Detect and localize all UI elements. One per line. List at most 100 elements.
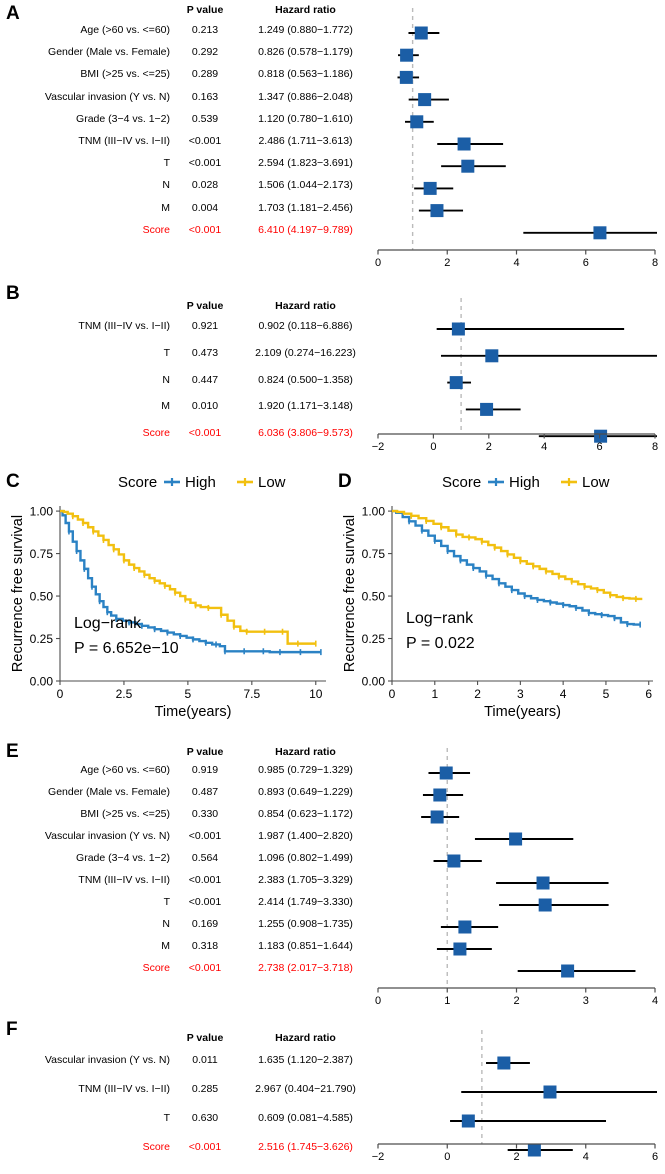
forest-row-marker bbox=[496, 876, 609, 890]
row-p-value: <0.001 bbox=[188, 874, 222, 886]
row-p-value: 0.919 bbox=[191, 764, 219, 776]
row-hazard-ratio: 1.920 (1.171−3.148) bbox=[258, 400, 353, 413]
x-axis-tick-label: 0 bbox=[444, 1151, 450, 1163]
forest-row-marker bbox=[440, 920, 499, 934]
y-axis-tick-label: 0.25 bbox=[30, 632, 54, 646]
column-header-hazard-ratio: Hazard ratio bbox=[275, 300, 336, 312]
x-axis-tick-label: 2 bbox=[513, 995, 519, 1007]
y-axis-tick-label: 1.00 bbox=[30, 505, 54, 519]
row-p-value: 0.028 bbox=[191, 179, 219, 192]
row-p-value: 0.564 bbox=[191, 852, 219, 864]
row-p-value: <0.001 bbox=[188, 830, 222, 842]
table-row: N 0.447 0.824 (0.500−1.358) bbox=[0, 374, 375, 401]
row-p-value: 0.487 bbox=[191, 786, 219, 798]
point-estimate-marker bbox=[400, 48, 414, 62]
row-hazard-ratio: 0.826 (0.578−1.179) bbox=[258, 46, 353, 59]
forest-plot-svg: 0 1 2 3 4 bbox=[375, 748, 658, 1007]
row-p-value: 0.169 bbox=[191, 918, 219, 930]
point-estimate-marker bbox=[543, 1085, 557, 1099]
forest-row-marker bbox=[421, 810, 460, 824]
point-estimate-marker bbox=[414, 26, 428, 40]
row-hazard-ratio: 0.609 (0.081−4.585) bbox=[258, 1112, 353, 1124]
row-variable-label: Score bbox=[142, 962, 170, 974]
forest-row-marker bbox=[450, 1114, 607, 1128]
forest-row-marker bbox=[499, 898, 609, 912]
row-variable-label: Age (>60 vs. <=60) bbox=[80, 24, 170, 36]
table-row: N 0.028 1.506 (1.044−2.173) bbox=[0, 179, 375, 201]
forest-plot-svg: −2 0 2 4 6 8 bbox=[372, 298, 658, 453]
row-variable-label: BMI (>25 vs. <=25) bbox=[80, 808, 170, 820]
panel-a: A P value Hazard ratio Age (>60 vs. <=60) 0… bbox=[0, 0, 665, 280]
x-axis-tick-label: 2.5 bbox=[116, 687, 133, 701]
km-legend: Score High Low bbox=[118, 474, 286, 491]
row-hazard-ratio: 1.347 (0.886−2.048) bbox=[258, 90, 353, 103]
legend-item-label: High bbox=[185, 474, 216, 491]
km-censor-marks bbox=[410, 512, 637, 602]
row-hazard-ratio: 2.738 (2.017−3.718) bbox=[258, 962, 353, 974]
row-p-value: <0.001 bbox=[188, 135, 222, 147]
x-axis-title: Time(years) bbox=[155, 704, 232, 720]
row-variable-label: Grade (3−4 vs. 1−2) bbox=[76, 852, 170, 864]
x-axis-tick-label: 1 bbox=[431, 687, 438, 701]
x-axis-tick-label: 3 bbox=[517, 687, 524, 701]
row-variable-label: Score bbox=[142, 427, 170, 440]
point-estimate-marker bbox=[536, 876, 550, 890]
forest-row-marker bbox=[486, 1056, 530, 1070]
forest-row-marker bbox=[461, 1085, 657, 1099]
y-axis-tick-label: 1.00 bbox=[362, 505, 386, 519]
row-p-value: <0.001 bbox=[188, 896, 222, 908]
row-p-value: 0.330 bbox=[191, 808, 219, 820]
forest-row-marker bbox=[428, 766, 471, 780]
row-variable-label: M bbox=[161, 201, 170, 214]
row-hazard-ratio: 1.120 (0.780−1.610) bbox=[258, 112, 353, 125]
forest-row-marker bbox=[418, 204, 464, 218]
row-hazard-ratio: 1.096 (0.802−1.499) bbox=[258, 852, 353, 864]
row-variable-label: Age (>60 vs. <=60) bbox=[80, 764, 170, 776]
x-axis-tick-label: 4 bbox=[583, 1151, 589, 1163]
panel-a-letter: A bbox=[6, 3, 20, 24]
point-estimate-marker bbox=[457, 137, 471, 151]
row-variable-label: N bbox=[162, 373, 170, 386]
panel-c-km-plot: Score High Low 0.00 0.25 0.50 0.75 1.00 0 2.5 5 7.5… bbox=[8, 468, 338, 733]
forest-plot-svg: 0 2 4 6 8 bbox=[375, 8, 658, 269]
column-header-hazard-ratio: Hazard ratio bbox=[275, 4, 336, 16]
forest-row-marker bbox=[441, 159, 506, 173]
forest-row-marker bbox=[436, 322, 625, 336]
column-header-p-value: P value bbox=[186, 746, 224, 758]
x-axis-tick-label: 2 bbox=[444, 257, 450, 269]
forest-row-marker bbox=[433, 854, 482, 868]
row-p-value: 0.289 bbox=[191, 68, 219, 81]
km-censor-marks bbox=[71, 513, 317, 647]
table-header-row: P value Hazard ratio bbox=[0, 746, 375, 762]
point-estimate-marker bbox=[480, 402, 494, 416]
table-row: TNM (III−IV vs. I−II) 0.921 0.902 (0.118−6… bbox=[0, 320, 375, 347]
row-variable-label: TNM (III−IV vs. I−II) bbox=[78, 874, 170, 886]
x-axis-tick-label: 7.5 bbox=[243, 687, 260, 701]
row-variable-label: TNM (III−IV vs. I−II) bbox=[78, 320, 170, 332]
point-estimate-marker bbox=[430, 810, 444, 824]
row-p-value: 0.473 bbox=[191, 346, 219, 359]
x-axis-tick-label: 0 bbox=[430, 441, 436, 453]
table-row: Score <0.001 6.036 (3.806−9.573) bbox=[0, 427, 375, 454]
panel-d-km-plot: Score High Low 0.00 0.25 0.50 0.75 1.00 0 1 2 3 4 5 6 R… bbox=[340, 468, 665, 733]
row-hazard-ratio: 6.036 (3.806−9.573) bbox=[258, 427, 353, 440]
table-row: BMI (>25 vs. <=25) 0.330 0.854 (0.623−1.17… bbox=[0, 808, 375, 830]
row-variable-label: T bbox=[163, 346, 170, 359]
row-variable-label: T bbox=[163, 1112, 170, 1124]
point-estimate-marker bbox=[451, 322, 465, 336]
legend-title: Score bbox=[118, 474, 157, 491]
legend-item-label: High bbox=[509, 474, 540, 491]
row-hazard-ratio: 1.703 (1.181−2.456) bbox=[258, 201, 353, 214]
x-axis-tick-label: −2 bbox=[372, 441, 384, 453]
forest-row-marker bbox=[440, 349, 657, 363]
table-row: Vascular invasion (Y vs. N) <0.001 1.987 (… bbox=[0, 830, 375, 852]
x-axis-tick-label: 2 bbox=[474, 687, 481, 701]
panel-b-forest-plot: −2 0 2 4 6 8 bbox=[372, 282, 662, 467]
forest-row-marker bbox=[474, 832, 574, 846]
table-row: Score <0.001 6.410 (4.197−9.789) bbox=[0, 224, 375, 246]
table-row: M 0.010 1.920 (1.171−3.148) bbox=[0, 400, 375, 427]
x-axis-tick-label: 0 bbox=[57, 687, 64, 701]
table-header-row: P value Hazard ratio bbox=[0, 300, 375, 316]
forest-row-marker bbox=[517, 964, 636, 978]
km-censor-marks bbox=[408, 518, 641, 628]
